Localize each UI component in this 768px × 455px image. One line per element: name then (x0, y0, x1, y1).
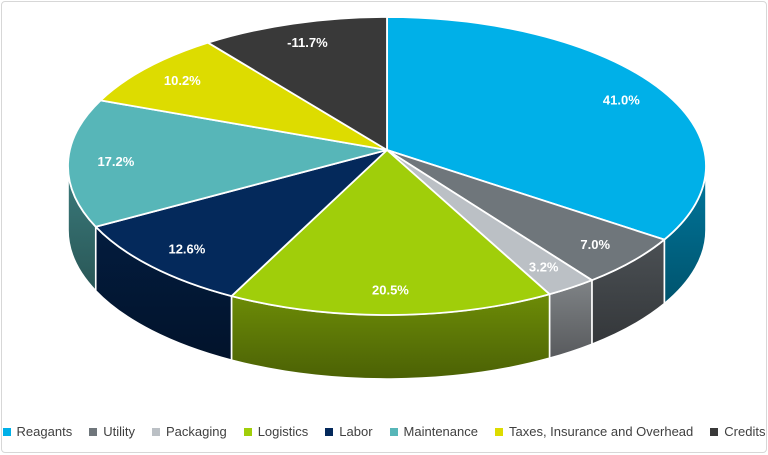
legend-swatch-icon (89, 427, 98, 436)
legend-item-maintenance[interactable]: Maintenance (389, 424, 478, 439)
legend-label: Taxes, Insurance and Overhead (508, 424, 694, 439)
legend-label: Maintenance (403, 424, 478, 439)
pie-slice-labor[interactable] (94, 149, 388, 297)
legend-swatch-icon (151, 427, 160, 436)
pie-slice-credits[interactable] (207, 16, 388, 151)
legend-swatch-icon (243, 427, 252, 436)
data-label-packaging: 3.2% (529, 259, 559, 274)
legend-item-packaging[interactable]: Packaging (151, 424, 227, 439)
legend-swatch-icon (325, 427, 334, 436)
legend-label: Logistics (257, 424, 309, 439)
legend-swatch-icon (710, 427, 719, 436)
legend-swatch-icon (2, 427, 11, 436)
legend-label: Reagants (16, 424, 73, 439)
legend-label: Credits (724, 424, 766, 439)
legend-item-utility[interactable]: Utility (89, 424, 135, 439)
data-label-labor: 12.6% (168, 242, 205, 257)
legend-swatch-icon (389, 427, 398, 436)
legend-item-credits[interactable]: Credits (710, 424, 765, 439)
pie-slice-taxes-insurance-and-overhead[interactable] (99, 41, 388, 151)
legend-item-taxes-insurance-and-overhead[interactable]: Taxes, Insurance and Overhead (494, 424, 694, 439)
legend-item-reagants[interactable]: Reagants (2, 424, 73, 439)
legend-item-logistics[interactable]: Logistics (243, 424, 309, 439)
data-label-utility: 7.0% (580, 237, 610, 252)
legend-label: Utility (103, 424, 135, 439)
legend-item-labor[interactable]: Labor (325, 424, 373, 439)
pie-slice-reagants[interactable] (386, 16, 707, 241)
pie-slice-logistics[interactable] (230, 149, 551, 316)
data-label-taxes-insurance-and-overhead: 10.2% (164, 73, 201, 88)
data-label-reagants: 41.0% (603, 92, 640, 107)
plot-area: 41.0% 7.0% 3.2% 20.5% 12.6% 17.2% 10.2% -11.7% (2, 2, 766, 412)
data-label-credits: -11.7% (287, 35, 328, 50)
legend-swatch-icon (494, 427, 503, 436)
chart-legend: Reagants Utility Packaging Logistics Labor Ma… (2, 424, 766, 439)
legend-label: Labor (339, 424, 373, 439)
data-label-maintenance: 17.2% (97, 154, 134, 169)
data-label-logistics: 20.5% (372, 283, 409, 298)
pie-chart-3d: 41.0% 7.0% 3.2% 20.5% 12.6% 17.2% 10.2% -11.7% (67, 16, 707, 380)
legend-label: Packaging (165, 424, 227, 439)
pie-slice-maintenance[interactable] (67, 99, 388, 228)
